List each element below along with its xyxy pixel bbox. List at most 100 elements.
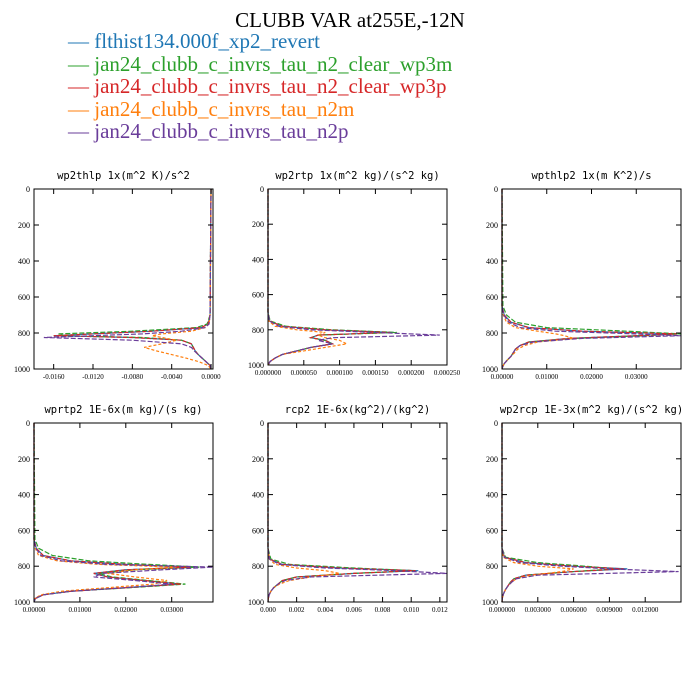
x-tick-label: 0.008 (375, 606, 391, 614)
chart-panel: wprtp2 1E-6x(m kg)/(s kg) 0 200 400 600 800 10… (14, 404, 214, 614)
x-tick-label: -0.0040 (161, 373, 183, 381)
y-tick-label: 400 (486, 491, 498, 500)
y-tick-label: 400 (18, 491, 30, 500)
y-tick-label: 600 (18, 526, 30, 535)
chart-title: rcp2 1E-6x(kg^2)/(kg^2) (285, 404, 430, 416)
y-tick-label: 1000 (14, 365, 30, 374)
x-tick-label: 0.002 (289, 606, 305, 614)
y-tick-label: 800 (486, 562, 498, 571)
y-tick-label: 200 (252, 455, 264, 464)
x-tick-label: 0.009000 (596, 606, 623, 614)
figure-title: CLUBB VAR at255E,-12N (235, 8, 465, 32)
y-tick-label: 600 (486, 293, 498, 302)
y-tick-label: 400 (252, 491, 264, 500)
x-tick-label: 0.00000 (23, 606, 46, 614)
plot-frame (267, 188, 448, 366)
y-tick-label: 0 (494, 419, 498, 428)
chart-title: wpthlp2 1x(m K^2)/s (531, 170, 651, 182)
series-line (33, 423, 191, 603)
x-tick-label: 0.000000 (489, 606, 516, 614)
x-tick-label: 0.000250 (434, 369, 461, 377)
x-tick-label: 0.02000 (114, 606, 137, 614)
y-tick-label: 0 (494, 185, 498, 194)
y-tick-label: 1000 (248, 361, 264, 370)
y-tick-label: 200 (18, 455, 30, 464)
x-tick-label: 0.000200 (398, 369, 425, 377)
series-line (501, 189, 682, 370)
series-line (267, 189, 349, 366)
y-tick-label: 800 (252, 326, 264, 335)
x-tick-label: 0.006 (346, 606, 362, 614)
x-tick-label: 0.012000 (632, 606, 659, 614)
series-line (53, 188, 212, 370)
y-tick-label: 800 (252, 562, 264, 571)
y-tick-label: 0 (260, 185, 264, 194)
x-tick-label: 0.010 (403, 606, 419, 614)
chart-title: wp2rtp 1x(m^2 kg)/(s^2 kg) (275, 170, 439, 182)
chart-panel: wp2rtp 1x(m^2 kg)/(s^2 kg) 0 200 400 600 800 1… (248, 170, 461, 377)
x-tick-label: 0.012 (432, 606, 448, 614)
chart-title: wp2rcp 1E-3x(m^2 kg)/(s^2 kg) (500, 404, 683, 416)
series-line (33, 423, 214, 603)
x-tick-label: -0.0160 (43, 373, 65, 381)
x-tick-label: 0.000150 (362, 369, 389, 377)
chart-title: wp2thlp 1x(m^2 K)/s^2 (57, 170, 190, 182)
chart-panel: wp2thlp 1x(m^2 K)/s^2 0 200 400 600 800 1000 -0… (14, 170, 221, 381)
y-tick-label: 0 (26, 419, 30, 428)
y-tick-label: 400 (252, 255, 264, 264)
series-line (267, 189, 397, 366)
x-tick-label: 0.02000 (580, 373, 603, 381)
series-line (501, 423, 624, 603)
series-line (33, 423, 191, 603)
x-tick-label: -0.0120 (82, 373, 104, 381)
x-tick-label: 0.000100 (326, 369, 353, 377)
x-tick-label: 0.000000 (255, 369, 282, 377)
x-tick-label: 0.0000 (201, 373, 221, 381)
chart-panel: wpthlp2 1x(m K^2)/s 0 200 400 600 800 10000.00… (482, 170, 682, 381)
x-tick-label: 0.003000 (525, 606, 552, 614)
legend-entry: — flthist134.000f_xp2_revert (68, 29, 320, 53)
y-tick-label: 200 (486, 221, 498, 230)
x-tick-label: 0.004 (317, 606, 333, 614)
x-tick-label: 0.03000 (160, 606, 183, 614)
y-tick-label: 1000 (482, 365, 498, 374)
x-tick-label: 0.000 (260, 606, 276, 614)
y-tick-label: 1000 (14, 598, 30, 607)
legend-entry: — jan24_clubb_c_invrs_tau_n2_clear_wp3m (68, 51, 453, 76)
series-line (143, 188, 212, 370)
chart-panel: wp2rcp 1E-3x(m^2 kg)/(s^2 kg)0 200 400 600 8… (482, 404, 683, 614)
chart-panel: rcp2 1E-6x(kg^2)/(kg^2) 0 200 400 600 800 1000… (248, 404, 448, 614)
x-tick-label: 0.01000 (69, 606, 92, 614)
chart-title: wprtp2 1E-6x(m kg)/(s kg) (44, 404, 202, 416)
legend: — flthist134.000f_xp2_revert — jan24_club… (68, 30, 452, 143)
y-tick-label: 800 (486, 329, 498, 338)
y-tick-label: 600 (486, 526, 498, 535)
y-tick-label: 1000 (482, 598, 498, 607)
y-tick-label: 400 (486, 257, 498, 266)
legend-entry: — jan24_clubb_c_invrs_tau_n2m (68, 96, 355, 121)
x-tick-label: 0.03000 (625, 373, 648, 381)
legend-entry: — jan24_clubb_c_invrs_tau_n2p (68, 119, 349, 143)
series-line (501, 423, 679, 603)
y-tick-label: 800 (18, 562, 30, 571)
y-tick-label: 200 (18, 221, 30, 230)
y-tick-label: 800 (18, 329, 30, 338)
series-line (501, 189, 677, 370)
y-tick-label: 200 (252, 220, 264, 229)
plot-frame (33, 188, 214, 370)
y-tick-label: 1000 (248, 598, 264, 607)
series-line (267, 189, 440, 366)
x-tick-label: 0.000050 (291, 369, 318, 377)
series-line (33, 423, 177, 603)
series-line (501, 423, 628, 603)
y-tick-label: 200 (486, 455, 498, 464)
y-tick-label: 600 (252, 526, 264, 535)
x-tick-label: 0.00000 (491, 373, 514, 381)
series-line (267, 423, 448, 603)
plot-frame (33, 422, 214, 603)
y-tick-label: 0 (260, 419, 264, 428)
y-tick-label: 0 (26, 185, 30, 194)
x-tick-label: 0.01000 (535, 373, 558, 381)
series-line (58, 188, 212, 370)
